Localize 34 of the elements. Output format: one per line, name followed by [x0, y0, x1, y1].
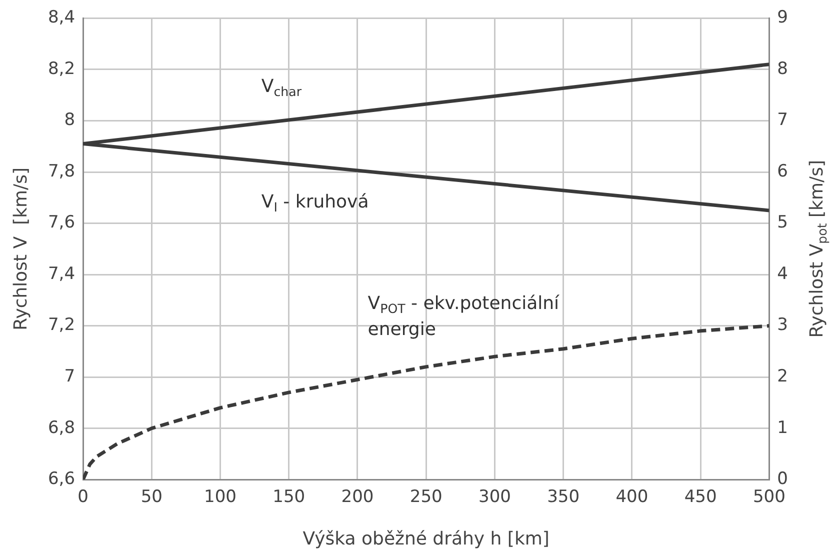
y-tick-label: 8 — [64, 110, 76, 130]
x-tick-label: 500 — [752, 487, 786, 508]
x-tick-label: 250 — [410, 487, 442, 508]
x-tick-label: 400 — [616, 487, 648, 508]
y-axis-title: Rychlost V [km/s] — [10, 167, 32, 330]
x-tick-label: 300 — [478, 487, 511, 508]
x-tick-label: 200 — [341, 487, 374, 508]
y2-tick-label: 9 — [777, 8, 788, 28]
y-tick-label: 8,2 — [48, 58, 76, 79]
x-tick-label: 350 — [547, 487, 580, 508]
y2-tick-label: 6 — [777, 161, 788, 182]
y-tick-label: 7,4 — [48, 264, 76, 284]
y-tick-label: 8,4 — [48, 8, 76, 28]
x-axis-title: Výška oběžné dráhy h [km] — [302, 528, 550, 550]
y2-tick-label: 7 — [777, 110, 788, 130]
y2-tick-label: 1 — [777, 418, 788, 438]
y-tick-label: 6,6 — [48, 469, 76, 490]
y2-axis-title: Rychlost Vpot [km/s] — [806, 160, 830, 338]
y-tick-label: 6,8 — [48, 418, 76, 438]
y-tick-label: 7,2 — [48, 315, 76, 336]
x-tick-label: 50 — [140, 487, 162, 508]
y-tick-label: 7 — [64, 366, 76, 386]
y2-tick-label: 4 — [777, 264, 788, 284]
y2-tick-label: 2 — [777, 366, 788, 386]
y2-tick-label: 8 — [777, 58, 788, 79]
y2-tick-label: 0 — [777, 469, 788, 490]
y2-tick-label: 3 — [777, 315, 788, 336]
x-tick-label: 150 — [272, 487, 306, 508]
y-tick-label: 7,8 — [48, 161, 76, 182]
x-tick-label: 100 — [204, 487, 236, 508]
y-tick-label: 7,6 — [48, 212, 76, 233]
x-tick-label: 0 — [78, 487, 88, 508]
y2-tick-label: 5 — [777, 212, 788, 233]
x-tick-label: 450 — [684, 487, 717, 508]
